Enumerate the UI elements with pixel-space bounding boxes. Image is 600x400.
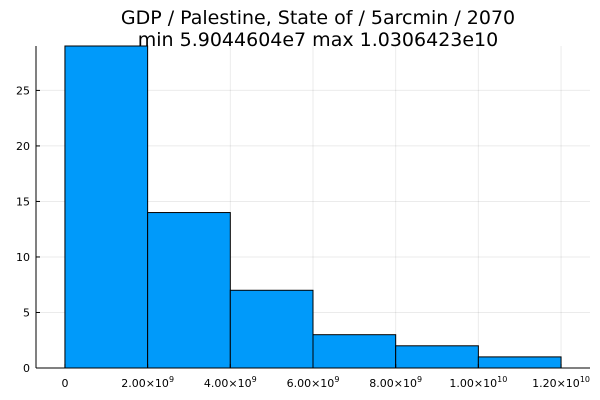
x-tick-mantissa: 6.00×10 <box>287 377 335 390</box>
histogram-bar-1 <box>147 212 231 369</box>
y-tick-label-3: 15 <box>16 195 30 208</box>
x-tick-mantissa: 8.00×10 <box>369 377 417 390</box>
histogram-bar-5 <box>477 356 562 369</box>
histogram-bar-4 <box>395 345 479 369</box>
x-tick-mantissa: 1.20×10 <box>532 377 580 390</box>
y-tick-label-4: 20 <box>16 140 30 153</box>
x-tick-exponent: 10 <box>497 375 507 384</box>
x-tick-exponent: 9 <box>334 375 339 384</box>
x-tick-exponent: 9 <box>252 375 257 384</box>
y-tick-label-0: 0 <box>23 362 30 375</box>
y-tick-label-2: 10 <box>16 251 30 264</box>
x-tick-exponent: 10 <box>580 375 590 384</box>
bars <box>64 45 562 369</box>
x-tick-mantissa: 1.00×10 <box>449 377 497 390</box>
x-tick-label-4: 8.00×109 <box>369 375 422 390</box>
histogram-bar-3 <box>312 334 397 369</box>
chart-title: GDP / Palestine, State of / 5arcmin / 20… <box>121 7 515 29</box>
x-tick-label-1: 2.00×109 <box>121 375 174 390</box>
histogram-bar-0 <box>64 45 149 369</box>
x-tick-mantissa: 4.00×10 <box>204 377 252 390</box>
x-tick-mantissa: 0 <box>61 377 68 390</box>
x-tick-label-6: 1.20×1010 <box>532 375 590 390</box>
y-tick-label-1: 5 <box>23 306 30 319</box>
x-tick-exponent: 9 <box>169 375 174 384</box>
x-tick-label-2: 4.00×109 <box>204 375 257 390</box>
x-tick-label-3: 6.00×109 <box>287 375 340 390</box>
x-tick-exponent: 9 <box>417 375 422 384</box>
x-tick-mantissa: 2.00×10 <box>121 377 169 390</box>
chart-subtitle: min 5.9044604e7 max 1.0306423e10 <box>138 29 498 51</box>
x-tick-labels: 0 2.00×109 4.00×109 6.00×109 8.00×109 1.00×10… <box>61 364 590 390</box>
x-tick-label-0: 0 <box>61 377 68 390</box>
y-tick-label-5: 25 <box>16 84 30 97</box>
histogram-bar-2 <box>229 289 314 369</box>
y-tick-labels: 0 5 10 15 20 25 <box>16 84 40 375</box>
x-tick-label-5: 1.00×1010 <box>449 375 507 390</box>
